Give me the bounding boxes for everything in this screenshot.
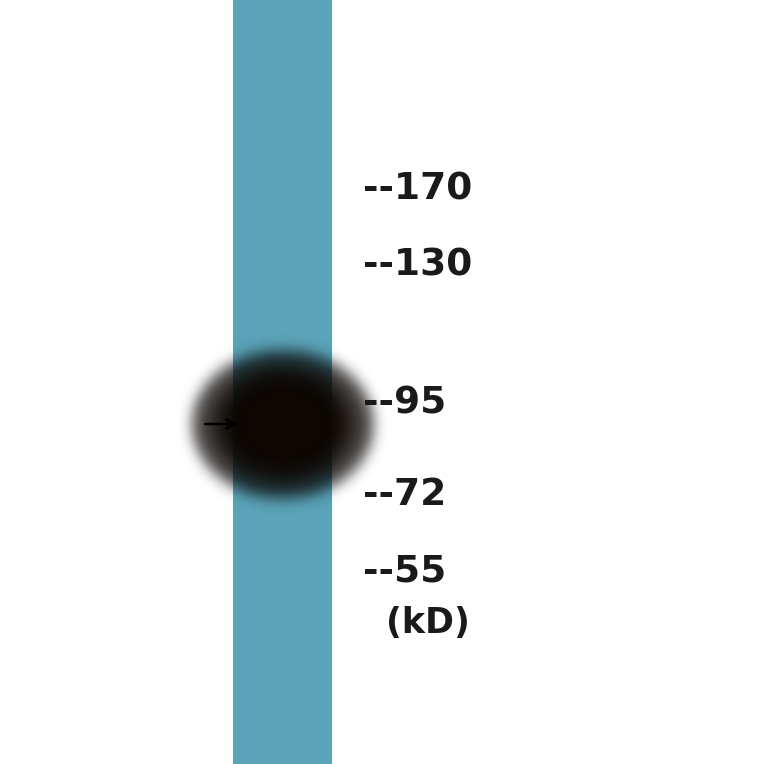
Text: --55: --55 bbox=[363, 553, 446, 590]
Text: (kD): (kD) bbox=[386, 606, 470, 639]
Text: --95: --95 bbox=[363, 385, 446, 422]
Bar bbox=[233, 0, 332, 764]
Text: --72: --72 bbox=[363, 477, 446, 513]
Text: --130: --130 bbox=[363, 248, 472, 284]
Text: --170: --170 bbox=[363, 171, 472, 208]
